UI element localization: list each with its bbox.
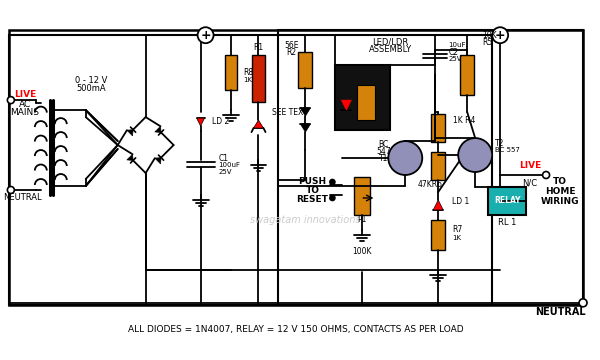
- Text: PUSH: PUSH: [298, 177, 326, 186]
- Bar: [488, 187, 526, 215]
- Text: 25V: 25V: [448, 56, 462, 62]
- Bar: [431, 220, 445, 250]
- Polygon shape: [433, 200, 443, 210]
- Circle shape: [330, 180, 335, 184]
- Text: N/C: N/C: [523, 179, 538, 188]
- Bar: [224, 55, 236, 90]
- Text: LD 1: LD 1: [452, 198, 469, 207]
- Text: WIRING: WIRING: [541, 198, 580, 207]
- Text: RL 1: RL 1: [498, 219, 517, 228]
- Polygon shape: [127, 130, 133, 136]
- Polygon shape: [301, 108, 310, 116]
- Text: ASSEMBLY: ASSEMBLY: [369, 45, 412, 54]
- Text: 47KR6: 47KR6: [418, 180, 443, 189]
- Text: 1K R4: 1K R4: [453, 116, 476, 125]
- Text: NEUTRAL: NEUTRAL: [535, 307, 586, 317]
- Circle shape: [579, 299, 587, 307]
- Text: T2: T2: [495, 139, 505, 148]
- Polygon shape: [301, 124, 310, 132]
- Text: LED/LDR: LED/LDR: [372, 38, 409, 47]
- Polygon shape: [341, 100, 352, 110]
- Circle shape: [458, 138, 492, 172]
- Text: BC 557: BC 557: [495, 147, 520, 153]
- Text: R2: R2: [286, 48, 296, 57]
- Text: C2: C2: [448, 48, 458, 57]
- Bar: [298, 52, 313, 88]
- Polygon shape: [127, 154, 133, 161]
- Text: T1: T1: [379, 153, 388, 162]
- Text: 1K: 1K: [452, 235, 461, 241]
- Bar: [431, 152, 445, 180]
- Text: 547: 547: [376, 147, 391, 156]
- Text: 500mA: 500mA: [76, 84, 106, 93]
- Text: TO: TO: [305, 186, 319, 195]
- Text: R8: R8: [244, 68, 254, 77]
- Text: HOME: HOME: [545, 188, 575, 197]
- Polygon shape: [155, 126, 161, 132]
- Text: RESET: RESET: [296, 195, 328, 204]
- Text: +: +: [495, 29, 505, 42]
- Text: LIVE: LIVE: [519, 161, 541, 170]
- Circle shape: [7, 186, 14, 193]
- Text: C1: C1: [218, 153, 229, 162]
- Text: swagatam innovations: swagatam innovations: [250, 215, 361, 225]
- Text: ALL DIODES = 1N4007, RELAY = 12 V 150 OHMS, CONTACTS AS PER LOAD: ALL DIODES = 1N4007, RELAY = 12 V 150 OH…: [128, 325, 463, 334]
- Text: R1: R1: [253, 43, 263, 52]
- Text: LIVE: LIVE: [14, 90, 36, 99]
- Text: R5: R5: [482, 38, 493, 47]
- Text: TO: TO: [553, 177, 567, 186]
- Bar: [335, 65, 391, 130]
- Text: RELAY: RELAY: [494, 197, 520, 206]
- Bar: [358, 85, 376, 120]
- Circle shape: [492, 27, 508, 43]
- Circle shape: [197, 27, 214, 43]
- Bar: [460, 55, 474, 95]
- Text: NEUTRAL: NEUTRAL: [4, 193, 42, 202]
- Circle shape: [7, 96, 14, 104]
- Text: 100K: 100K: [353, 247, 372, 256]
- Text: 10K: 10K: [482, 31, 497, 40]
- Text: R7: R7: [452, 225, 463, 234]
- Text: LD 2: LD 2: [212, 117, 229, 126]
- Polygon shape: [254, 120, 263, 128]
- Text: 0 - 12 V: 0 - 12 V: [74, 76, 107, 85]
- Circle shape: [388, 141, 422, 175]
- Text: AC: AC: [19, 100, 31, 109]
- Text: 1K: 1K: [244, 77, 253, 83]
- Text: 56E: 56E: [284, 41, 299, 50]
- Bar: [431, 114, 445, 142]
- Text: 100uF: 100uF: [218, 162, 241, 168]
- Circle shape: [542, 171, 550, 179]
- Text: +: +: [200, 29, 211, 42]
- Bar: [9, 35, 492, 305]
- Bar: [278, 30, 583, 305]
- Bar: [9, 30, 583, 305]
- Text: SEE TEXT: SEE TEXT: [272, 108, 308, 117]
- Text: BC: BC: [378, 140, 388, 149]
- Text: MAINS: MAINS: [10, 108, 40, 117]
- Bar: [251, 55, 265, 102]
- Text: 10uF: 10uF: [448, 42, 466, 48]
- Bar: [355, 177, 370, 215]
- Text: P1: P1: [358, 215, 367, 224]
- Text: 25V: 25V: [218, 169, 232, 175]
- Polygon shape: [155, 158, 161, 164]
- Circle shape: [330, 195, 335, 201]
- Polygon shape: [197, 118, 205, 126]
